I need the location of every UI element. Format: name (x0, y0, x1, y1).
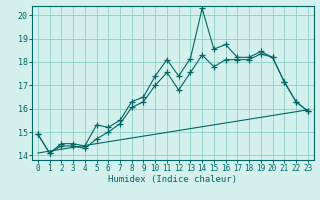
X-axis label: Humidex (Indice chaleur): Humidex (Indice chaleur) (108, 175, 237, 184)
